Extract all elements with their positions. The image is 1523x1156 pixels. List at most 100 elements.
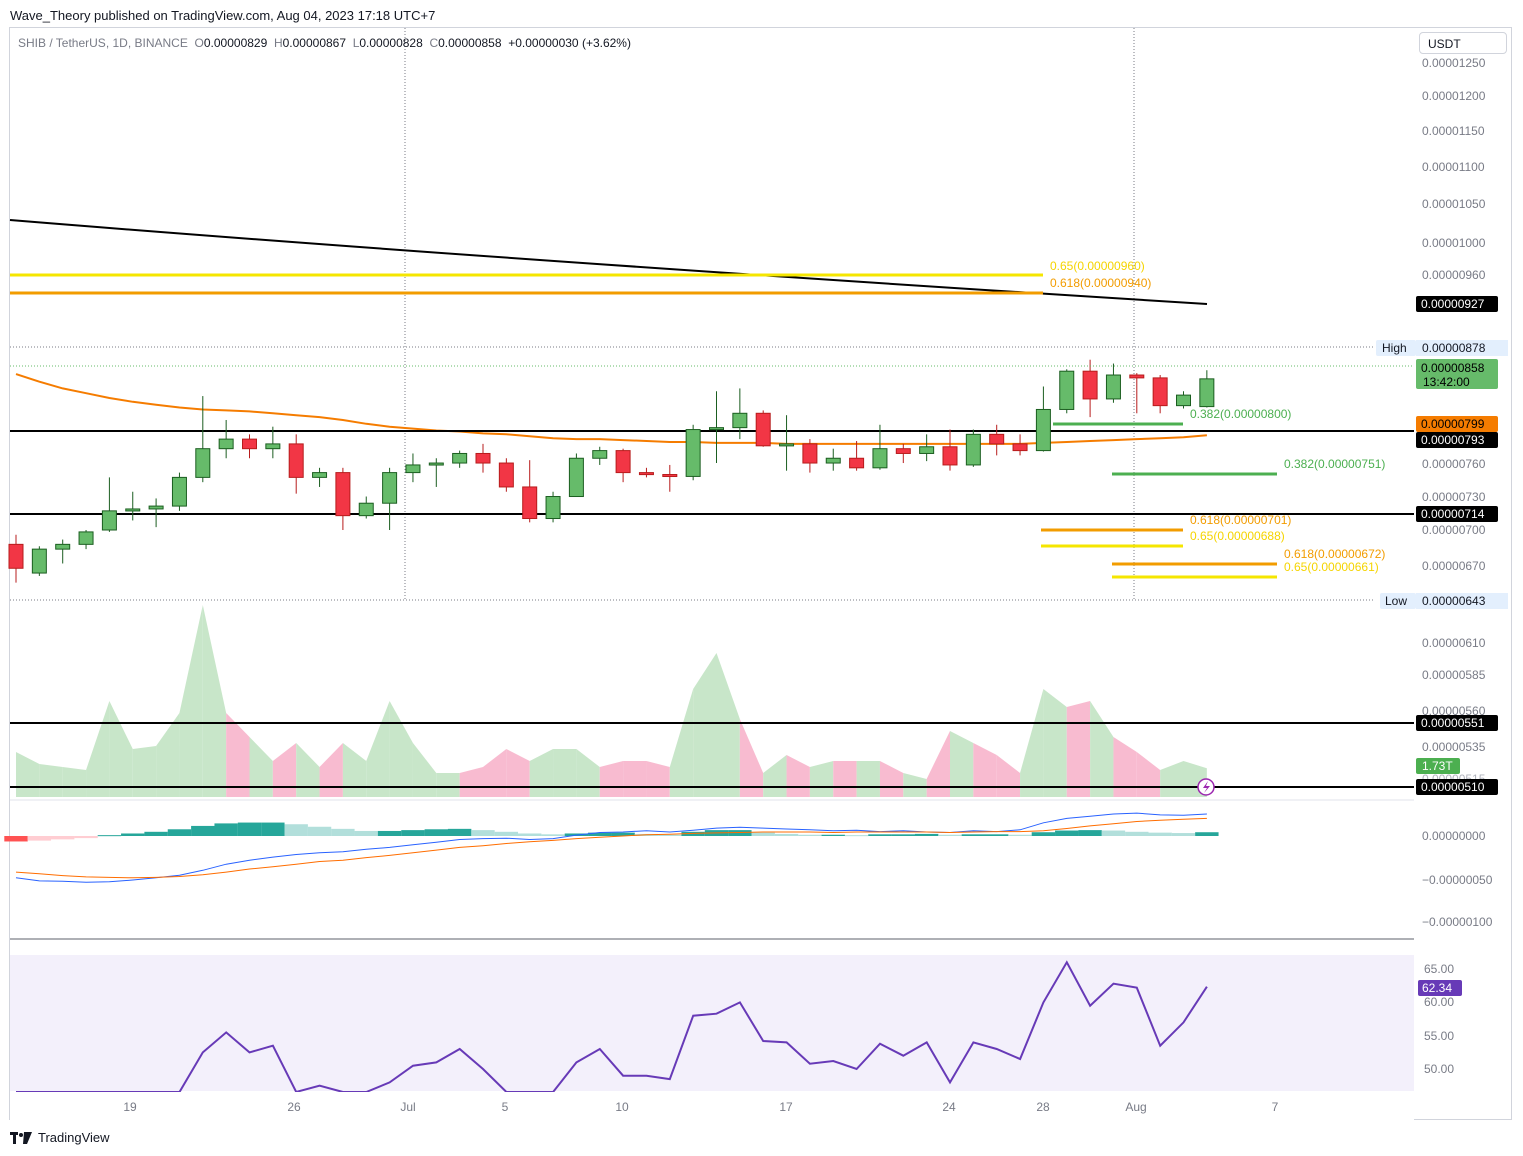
high-label: High: [1382, 341, 1407, 355]
volume-segment: [272, 743, 297, 797]
high-value-label: 0.00000878: [1422, 341, 1486, 355]
fib-0618-label-a: 0.618(0.00000701): [1190, 513, 1291, 527]
candle-body: [522, 486, 538, 520]
macd-histogram-bar: [167, 829, 192, 836]
candle-body: [802, 443, 818, 464]
volume-segment: [249, 737, 273, 797]
macd-histogram-bar: [121, 833, 145, 836]
rsi-axis-tick: 50.00: [1424, 1062, 1454, 1076]
candle-body: [1105, 374, 1121, 400]
currency-button[interactable]: USDT: [1419, 32, 1507, 54]
macd-histogram-bar: [1078, 830, 1102, 836]
time-axis-tick: 5: [502, 1100, 509, 1114]
volume-segment: [950, 731, 974, 797]
macd-histogram-bar: [751, 832, 775, 836]
time-axis-tick: 17: [779, 1100, 793, 1114]
rsi-band: [10, 955, 1414, 1091]
current-price-value: 0.00000858: [1421, 361, 1485, 375]
footer-brand: TradingView: [38, 1130, 110, 1145]
rsi-value-badge: [1418, 980, 1462, 996]
candle-body: [732, 412, 748, 429]
candle-body: [825, 457, 841, 464]
time-axis-tick: 28: [1036, 1100, 1050, 1114]
macd-histogram-bar: [658, 834, 682, 836]
volume-segment: [342, 743, 367, 797]
macd-histogram-bar: [1125, 831, 1149, 836]
volume-segment: [903, 773, 927, 797]
symbol-name[interactable]: SHIB / TetherUS, 1D, BINANCE: [18, 36, 188, 50]
high-label: H: [273, 36, 283, 50]
candle-body: [709, 427, 724, 431]
ema-value: 0.00000799: [1421, 417, 1485, 431]
time-axis-tick: 10: [615, 1100, 629, 1114]
fib-065-label-top: 0.65(0.00000960): [1050, 259, 1145, 273]
macd-histogram-bar: [447, 828, 472, 836]
candle-body: [849, 457, 865, 469]
candle-body: [55, 543, 71, 550]
price-axis-tick: 0.00000960: [1422, 268, 1486, 282]
volume-segment: [973, 743, 997, 797]
low-value: 0.00000828: [359, 36, 423, 50]
rsi-line: [16, 960, 1208, 1094]
candle-body: [1035, 408, 1051, 452]
rsi-clip-mask: [10, 1092, 1414, 1120]
fib-065-label-b: 0.65(0.00000661): [1284, 560, 1379, 574]
candle-body: [78, 531, 94, 545]
level-badge-value: 0.00000714: [1421, 507, 1485, 521]
macd-histogram-bar: [354, 830, 378, 836]
gridlines: [10, 28, 1414, 1091]
macd-histogram-bar: [284, 824, 308, 836]
symbol-legend: SHIB / TetherUS, 1D, BINANCE O0.00000829…: [18, 36, 631, 50]
time-axis-tick: 26: [287, 1100, 301, 1114]
level-badge-value: 0.00000793: [1421, 433, 1485, 447]
volume-segment: [1090, 701, 1114, 797]
volume-segment: [86, 701, 110, 797]
price-axis-tick: 0.00001050: [1422, 197, 1486, 211]
macd-histogram-bar: [307, 826, 332, 836]
price-axis-tick: 0.00000535: [1422, 740, 1486, 754]
volume-segment: [483, 749, 507, 797]
macd-histogram-bar: [518, 833, 542, 836]
volume-segment: [366, 701, 390, 797]
macd-histogram-bar: [27, 836, 52, 841]
candles-layer: [8, 359, 1215, 583]
volume-segment: [693, 653, 717, 797]
candle-body: [942, 446, 958, 466]
candle-body: [195, 448, 211, 478]
rsi-value: 62.34: [1422, 981, 1452, 995]
macd-histogram-bar: [868, 834, 892, 836]
macd-histogram-bar: [938, 834, 962, 836]
candle-body: [125, 508, 141, 512]
candle-body: [1176, 394, 1191, 407]
price-axis-tick: 0.00001200: [1422, 89, 1486, 103]
macd-histogram-bar: [891, 834, 915, 836]
candle-body: [148, 505, 164, 510]
low-value-label: 0.00000643: [1422, 594, 1486, 608]
macd-histogram-bar: [611, 832, 635, 836]
fib-0382-label-a: 0.382(0.00000800): [1190, 407, 1291, 421]
level-badge-value: 0.00000551: [1421, 716, 1485, 730]
candle-body: [965, 433, 981, 466]
candle-body: [638, 472, 654, 476]
time-axis-tick: 24: [942, 1100, 956, 1114]
macd-histogram-bar: [844, 835, 869, 837]
volume-segment: [786, 755, 810, 797]
level-badge: [1416, 715, 1498, 731]
macd-histogram-bar: [728, 830, 752, 836]
fib-levels: 0.65(0.00000960) 0.618(0.00000940) 0.382(0…: [10, 259, 1385, 579]
candle-body: [428, 462, 444, 466]
volume-segment: [996, 755, 1021, 797]
candle-body: [335, 472, 351, 517]
rsi-axis-tick: 60.00: [1424, 995, 1454, 1009]
candle-body: [685, 429, 701, 477]
macd-histogram-bar: [1031, 832, 1056, 836]
volume-segment: [553, 749, 577, 797]
candle-body: [382, 472, 398, 504]
candle-body: [779, 443, 795, 447]
close-label: C: [429, 36, 439, 50]
level-badge-value: 0.00000927: [1421, 297, 1485, 311]
macd-histogram-bar: [214, 823, 238, 836]
price-axis-tick: 0.00000700: [1422, 523, 1486, 537]
